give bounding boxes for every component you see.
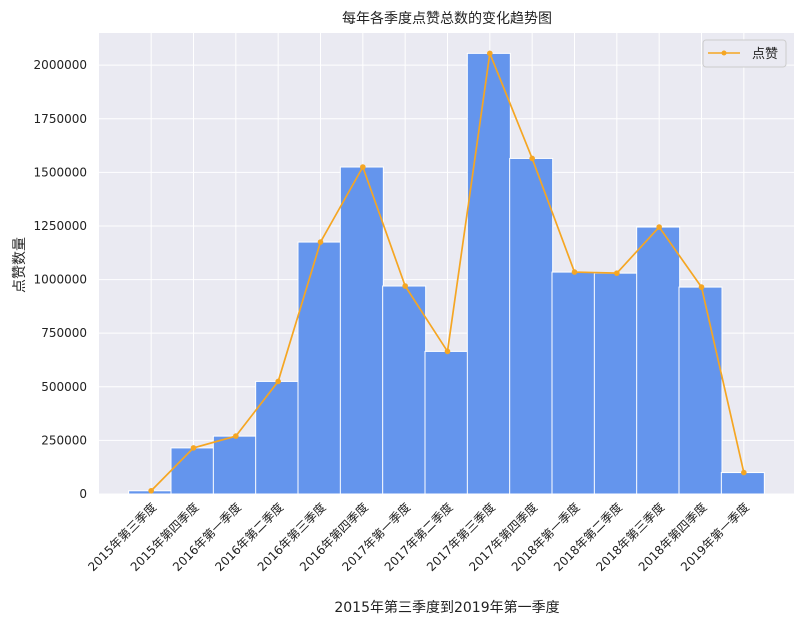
line-point — [529, 155, 535, 162]
x-axis-label: 2015年第三季度到2019年第一季度 — [334, 599, 559, 616]
bar — [255, 380, 300, 495]
y-tick-label: 1500000 — [34, 165, 87, 179]
y-tick-label: 2000000 — [34, 58, 87, 72]
legend-point-marker — [721, 50, 727, 56]
line-point — [741, 469, 747, 476]
line-point — [487, 50, 493, 57]
bar — [593, 272, 638, 495]
y-tick-label: 500000 — [41, 380, 87, 394]
legend-label: 点赞 — [752, 47, 778, 62]
bar — [678, 286, 723, 495]
y-tick-label: 750000 — [41, 326, 87, 340]
bar — [382, 285, 427, 495]
line-point — [698, 284, 705, 290]
bar — [170, 447, 215, 495]
y-tick-label: 1750000 — [34, 112, 87, 126]
line-point — [571, 269, 578, 275]
x-axis-ticks: 2015年第三季度2015年第四季度2016年第一季度2016年第二季度2016… — [85, 500, 752, 575]
y-tick-label: 1000000 — [34, 273, 87, 287]
line-point — [614, 270, 620, 276]
y-tick-label: 1250000 — [34, 219, 87, 233]
line-point — [317, 239, 324, 245]
chart-title: 每年各季度点赞总数的变化趋势图 — [342, 11, 552, 27]
line-point — [148, 487, 154, 494]
line-point — [360, 164, 366, 170]
bar — [424, 350, 469, 495]
bar — [636, 226, 681, 495]
line-point — [656, 224, 662, 230]
bar — [551, 271, 596, 495]
bar — [720, 472, 765, 495]
bar — [339, 166, 384, 495]
line-point — [402, 283, 408, 289]
line-point — [444, 348, 451, 355]
legend-box — [702, 39, 787, 68]
y-axis-label: 点赞数量 — [12, 237, 28, 293]
bar — [212, 435, 257, 495]
line-series-group — [148, 50, 747, 494]
y-axis-ticks: 0 250000 500000 750000 1000000 1250000 1500000… — [34, 58, 87, 501]
line-point — [275, 378, 281, 385]
bars-group — [128, 52, 765, 495]
legend: 点赞 — [702, 39, 787, 68]
bar — [297, 241, 342, 495]
y-tick-label: 0 — [79, 487, 87, 501]
y-tick-label: 250000 — [41, 433, 87, 447]
bar — [466, 52, 511, 495]
line-point — [233, 433, 239, 439]
line-point — [190, 445, 197, 451]
bar — [509, 157, 554, 495]
